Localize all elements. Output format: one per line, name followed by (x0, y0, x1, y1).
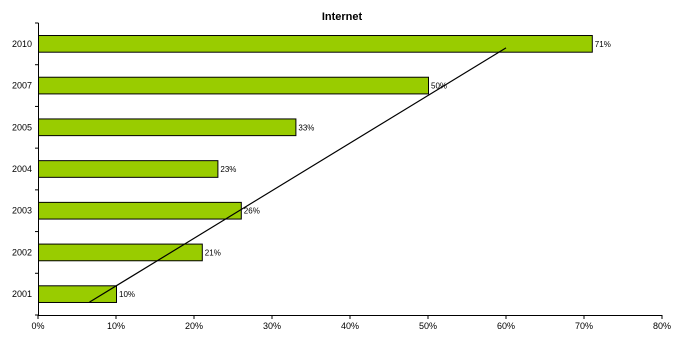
data-label-2002: 21% (205, 248, 221, 257)
bar-2010 (38, 35, 593, 53)
data-label-2003: 26% (244, 207, 260, 216)
data-label-2007: 50% (431, 82, 447, 91)
y-tick-label-2010: 2010 (12, 39, 32, 49)
bar-2002 (38, 243, 203, 262)
trendline (89, 47, 507, 303)
x-tick-label-40: 40% (341, 321, 359, 331)
bars-group (38, 35, 593, 303)
bar-2004 (38, 160, 219, 178)
trendline-group (89, 47, 507, 303)
bar-2003 (38, 201, 242, 220)
chart-title: Internet (322, 11, 363, 23)
x-tick-label-20: 20% (185, 321, 203, 331)
x-tick-label-30: 30% (263, 321, 281, 331)
bar-2001 (38, 285, 117, 303)
x-tick-label-50: 50% (419, 321, 437, 331)
data-labels-group: 71% 50% 33% 23% 26% 21% 10% (119, 40, 611, 299)
bar-2007 (38, 76, 429, 95)
y-tick-label-2003: 2003 (12, 206, 32, 216)
x-tick-label-80: 80% (653, 321, 671, 331)
y-tick-label-2004: 2004 (12, 164, 32, 174)
x-tick-label-0: 0% (31, 321, 44, 331)
bar-2005 (38, 118, 297, 137)
axes-group: 2010 2007 2005 2004 2003 2002 2001 0% 10% 20% 30% 4… (12, 22, 671, 331)
y-tick-label-2002: 2002 (12, 247, 32, 257)
x-tick-label-70: 70% (575, 321, 593, 331)
x-tick-label-10: 10% (107, 321, 125, 331)
y-tick-label-2001: 2001 (12, 289, 32, 299)
data-label-2005: 33% (298, 123, 314, 132)
data-label-2004: 23% (220, 165, 236, 174)
y-tick-label-2007: 2007 (12, 81, 32, 91)
y-tick-label-2005: 2005 (12, 122, 32, 132)
x-tick-label-60: 60% (497, 321, 515, 331)
data-label-2010: 71% (595, 40, 611, 49)
data-label-2001: 10% (119, 290, 135, 299)
